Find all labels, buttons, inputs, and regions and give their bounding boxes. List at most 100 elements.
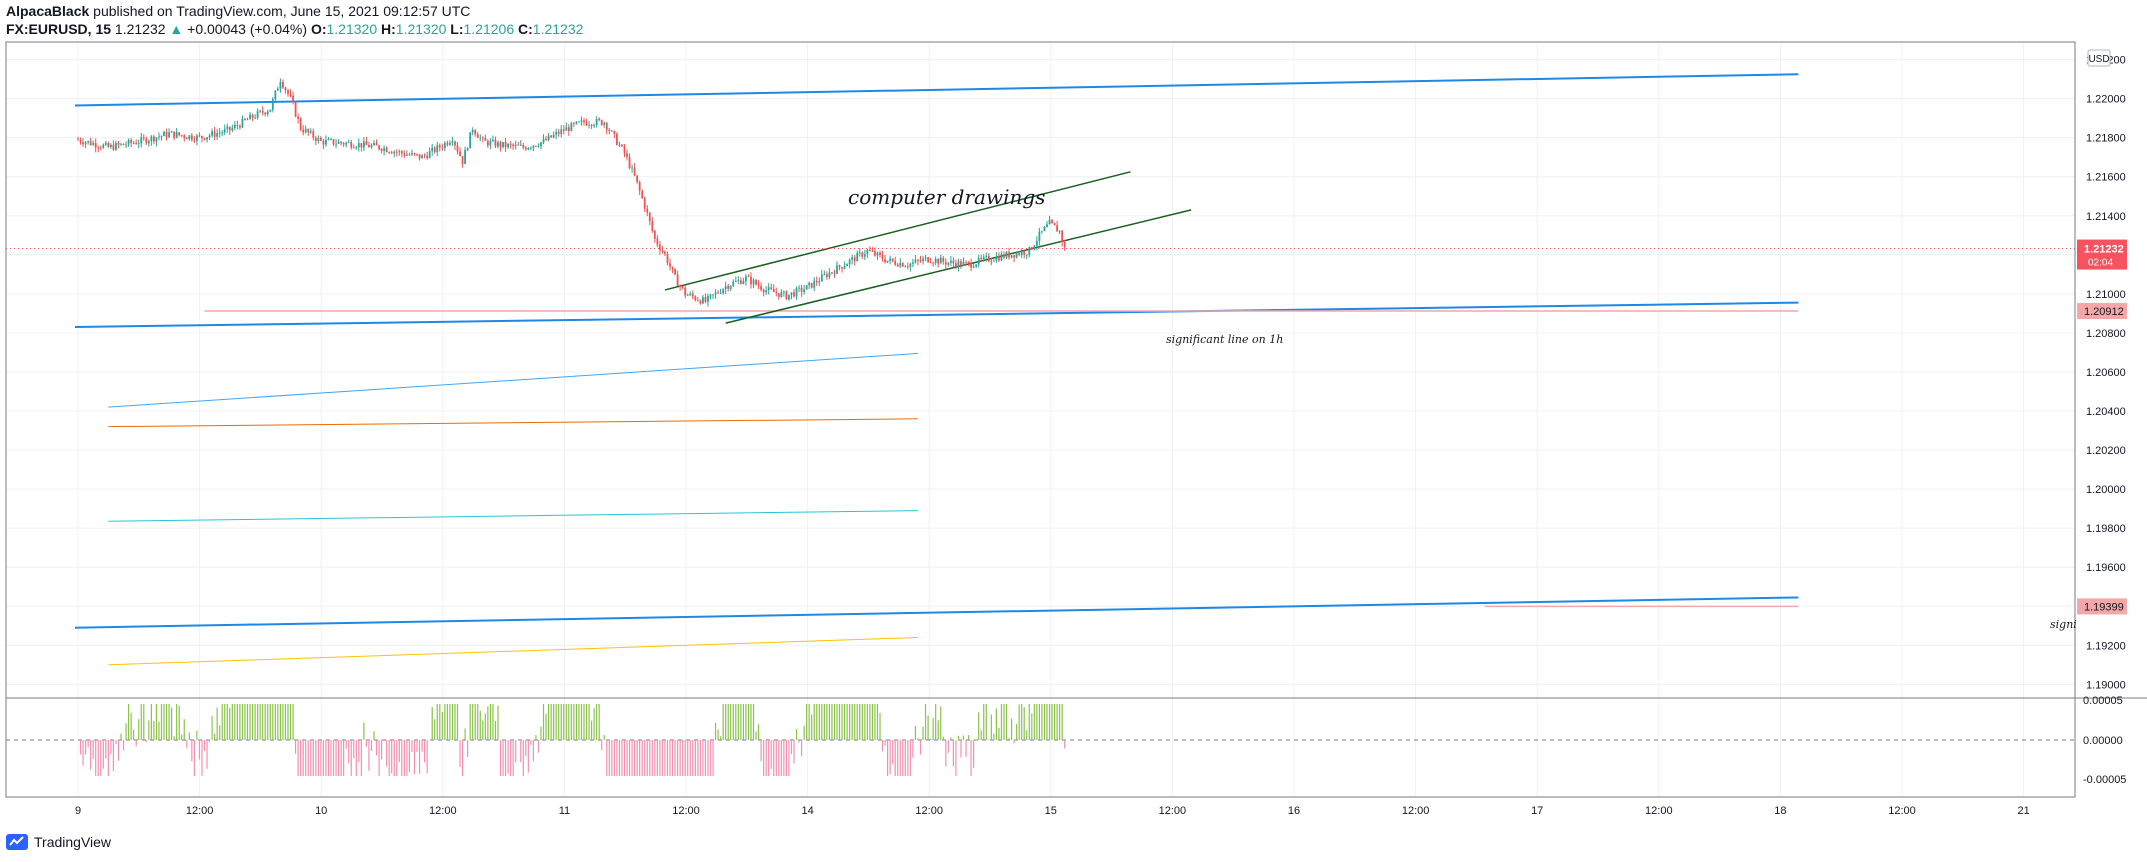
y-tick-label: 1.19000 <box>2086 679 2126 691</box>
candle-body <box>345 142 348 145</box>
author-name[interactable]: AlpacaBlack <box>6 3 90 19</box>
candle-body <box>970 262 972 268</box>
candle-body <box>798 287 800 289</box>
candle-body <box>823 274 826 275</box>
candle-body <box>1010 255 1013 258</box>
price-chart[interactable]: 1.222001.220001.218001.216001.214001.212… <box>0 0 2147 830</box>
candle-body <box>891 258 894 261</box>
candle-body <box>512 144 515 146</box>
candle-body <box>322 140 325 145</box>
candle-body <box>421 155 423 159</box>
candle-body <box>659 244 661 251</box>
x-tick-label: 12:00 <box>1888 805 1916 817</box>
time-axis[interactable]: 9 12:00 10 12:00 11 12:00 14 12:00 15 12:00 16 12:0… <box>75 805 2030 817</box>
price-axis[interactable]: 1.222001.220001.218001.216001.214001.212… <box>2083 49 2126 786</box>
candle-body <box>244 118 246 120</box>
candle-body <box>82 142 84 145</box>
candle-body <box>125 144 127 146</box>
candle-body <box>982 256 985 259</box>
last-price: 1.21232 <box>114 21 166 37</box>
candle-body <box>99 147 102 149</box>
candle-body <box>947 262 950 265</box>
candle-body <box>347 142 350 143</box>
candle-body <box>223 128 226 133</box>
candle-body <box>848 259 851 265</box>
candle-body <box>605 122 608 130</box>
candle-body <box>390 152 393 154</box>
candle-body <box>975 264 978 267</box>
open-value: 1.21320 <box>326 21 378 37</box>
candle-body <box>185 137 188 139</box>
candle-body <box>378 145 380 150</box>
candle-body <box>608 129 611 131</box>
candle-body <box>944 261 947 265</box>
candle-body <box>952 260 955 264</box>
candle-body <box>909 263 912 268</box>
candle-body <box>433 147 436 152</box>
candle-body <box>264 112 267 115</box>
candle-body <box>1048 219 1051 225</box>
x-tick-label: 17 <box>1531 805 1543 817</box>
candle-body <box>757 284 760 287</box>
candle-body <box>522 144 525 148</box>
candle-body <box>838 265 841 268</box>
candle-body <box>502 141 504 147</box>
candle-body <box>863 254 866 257</box>
candle-body <box>696 299 699 301</box>
candle-body <box>871 250 874 252</box>
candle-body <box>884 259 886 263</box>
candle-body <box>808 282 811 286</box>
candle-body <box>140 137 143 144</box>
candle-body <box>221 132 224 134</box>
candle-body <box>684 287 687 296</box>
candle-body <box>704 297 707 302</box>
candle-body <box>691 293 694 297</box>
candle-body <box>1033 245 1036 250</box>
candle-body <box>160 135 163 137</box>
candle-body <box>709 294 712 296</box>
candle-body <box>464 149 466 164</box>
candle-body <box>271 99 274 110</box>
candle-body <box>965 261 967 263</box>
candle-body <box>727 285 730 289</box>
candle-body <box>813 280 816 288</box>
candle-body <box>233 124 236 128</box>
annotation-computer-drawings: computer drawings <box>848 185 1045 209</box>
candle-body <box>646 208 649 213</box>
candle-body <box>987 256 990 262</box>
drawing-layer[interactable] <box>6 73 2075 666</box>
y-tick-label: 1.20800 <box>2086 328 2126 340</box>
x-tick-label: 12:00 <box>186 805 214 817</box>
y-tick-label: 1.20600 <box>2086 367 2126 379</box>
candle-body <box>84 142 87 145</box>
candle-body <box>307 129 310 133</box>
candle-body <box>641 190 644 199</box>
candle-body <box>456 145 459 152</box>
candle-body <box>955 263 957 268</box>
candle-body <box>497 142 499 147</box>
indicator-tick-label: -0.00005 <box>2083 774 2126 786</box>
candle-body <box>109 144 112 148</box>
candle-body <box>671 266 674 270</box>
candle-body <box>562 129 565 131</box>
currency-label: USD <box>2088 54 2109 65</box>
candle-body <box>155 137 158 142</box>
candle-body <box>932 262 935 264</box>
candle-body <box>471 130 474 133</box>
candle-body <box>289 93 292 96</box>
tradingview-footer[interactable]: TradingView <box>6 834 111 850</box>
y-tick-label: 1.20200 <box>2086 445 2126 457</box>
candle-body <box>818 281 821 283</box>
candle-body <box>165 131 168 138</box>
candle-body <box>828 272 831 278</box>
x-tick-label: 9 <box>75 805 81 817</box>
candle-body <box>383 147 386 151</box>
candle-body <box>408 154 411 156</box>
high-value: 1.21320 <box>395 21 447 37</box>
candle-body <box>1015 253 1018 258</box>
candle-body <box>327 139 330 141</box>
candle-body <box>494 139 497 147</box>
candle-body <box>631 167 633 169</box>
candle-body <box>1013 255 1015 258</box>
candle-body <box>393 151 396 154</box>
